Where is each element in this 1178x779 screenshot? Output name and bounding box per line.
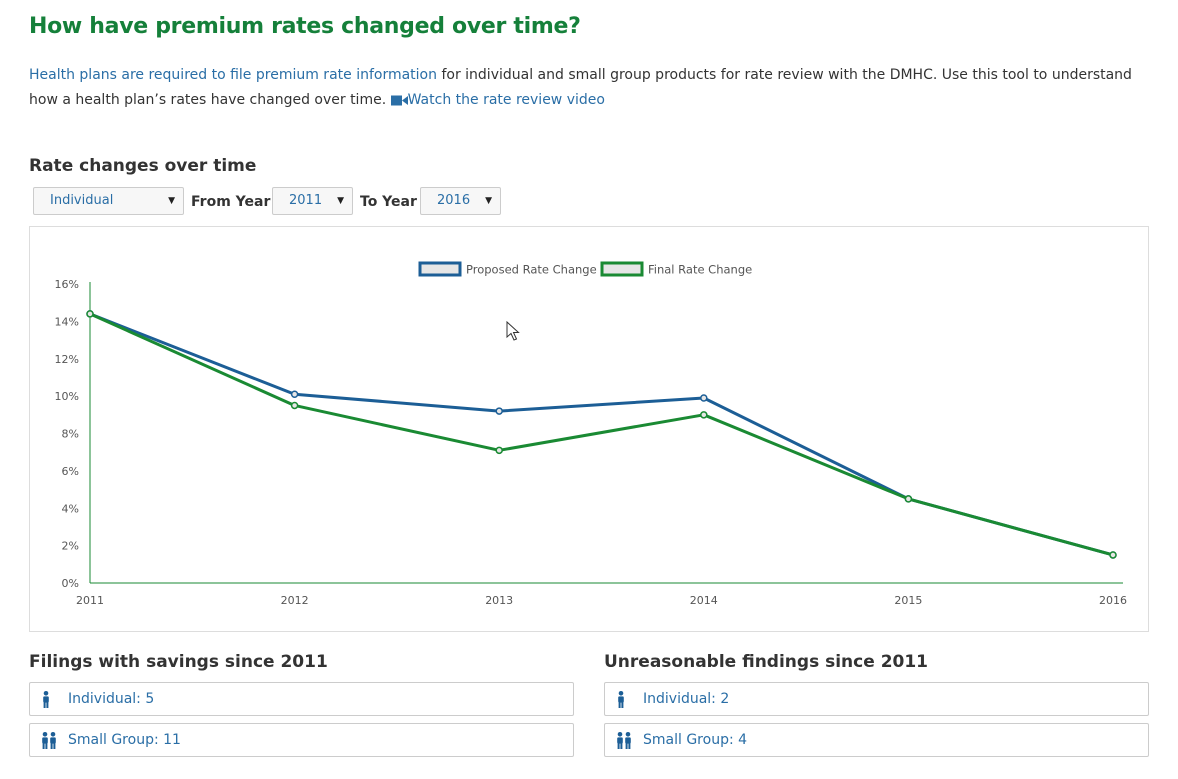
product-select[interactable]: Individual ▼ (33, 187, 184, 215)
savings-individual-text: Individual: 5 (68, 691, 155, 707)
video-camera-icon (390, 95, 408, 105)
series-line-proposed (89, 312, 1114, 557)
savings-individual-card[interactable]: Individual: 5 (29, 682, 574, 716)
x-tick-label: 2016 (1099, 594, 1127, 607)
x-tick-label: 2012 (281, 594, 309, 607)
legend-swatch (600, 261, 644, 277)
data-point-final (904, 495, 913, 503)
y-tick-label: 10% (55, 390, 79, 403)
x-tick-label: 2015 (894, 594, 922, 607)
x-tick-label: 2014 (690, 594, 718, 607)
y-tick-label: 16% (55, 278, 79, 291)
y-tick-label: 4% (62, 502, 79, 515)
y-tick-label: 6% (62, 465, 79, 478)
rate-chart-svg: 0% 2% 4% 6% 8% 10% 12% 14% 16% 2011 2012 2013 2014 20… (55, 261, 1127, 607)
savings-small-group-card[interactable]: Small Group: 11 (29, 723, 574, 757)
data-point-final (700, 411, 708, 419)
video-link-label: Watch the rate review video (407, 92, 605, 108)
to-year-select[interactable]: 2016 ▼ (420, 187, 501, 215)
savings-title: Filings with savings since 2011 (29, 652, 328, 672)
intro-text: for individual and small group products … (29, 67, 1132, 108)
rate-chart: 0% 2% 4% 6% 8% 10% 12% 14% 16% 2011 2012 2013 2014 20… (29, 226, 1149, 632)
y-tick-label: 2% (62, 540, 79, 553)
data-point-final (1109, 551, 1117, 559)
rate-information-link[interactable]: Health plans are required to file premiu… (29, 67, 437, 83)
intro-paragraph: Health plans are required to file premiu… (29, 63, 1139, 113)
unreasonable-small-group-card[interactable]: Small Group: 4 (604, 723, 1149, 757)
y-tick-label: 12% (55, 353, 79, 366)
legend-label: Final Rate Change (648, 263, 752, 277)
from-year-label: From Year (191, 194, 271, 210)
group-icon (617, 732, 631, 749)
unreasonable-small-group-text: Small Group: 4 (643, 732, 748, 748)
person-icon (43, 691, 49, 708)
y-tick-label: 0% (62, 577, 79, 590)
page-title: How have premium rates changed over time… (29, 14, 581, 39)
unreasonable-title: Unreasonable findings since 2011 (604, 652, 929, 672)
data-point-proposed (290, 390, 299, 399)
legend-swatch (418, 261, 462, 277)
y-tick-label: 8% (62, 428, 79, 441)
legend-label: Proposed Rate Change (466, 263, 597, 277)
from-year-value: 2011 (289, 193, 323, 208)
data-point-final (495, 446, 503, 455)
data-point-proposed (700, 394, 708, 402)
data-point-proposed (495, 407, 503, 415)
unreasonable-individual-text: Individual: 2 (643, 691, 730, 707)
chevron-down-icon: ▼ (337, 196, 344, 206)
to-year-label: To Year (360, 194, 417, 210)
savings-small-group-text: Small Group: 11 (68, 732, 181, 748)
chevron-down-icon: ▼ (485, 196, 492, 206)
to-year-value: 2016 (437, 193, 471, 208)
x-tick-label: 2011 (76, 594, 104, 607)
series-line-final (89, 312, 1114, 557)
rate-changes-title: Rate changes over time (29, 156, 257, 176)
mouse-cursor-icon (506, 321, 520, 341)
person-icon (618, 691, 624, 708)
x-tick-label: 2013 (485, 594, 513, 607)
from-year-select[interactable]: 2011 ▼ (272, 187, 353, 215)
unreasonable-individual-card[interactable]: Individual: 2 (604, 682, 1149, 716)
chevron-down-icon: ▼ (168, 196, 175, 206)
product-select-value: Individual (50, 193, 114, 208)
data-point-final (290, 401, 299, 410)
group-icon (42, 732, 56, 749)
video-link[interactable]: Watch the rate review video (390, 92, 605, 108)
y-tick-label: 14% (55, 315, 79, 328)
data-point-final (86, 310, 94, 318)
